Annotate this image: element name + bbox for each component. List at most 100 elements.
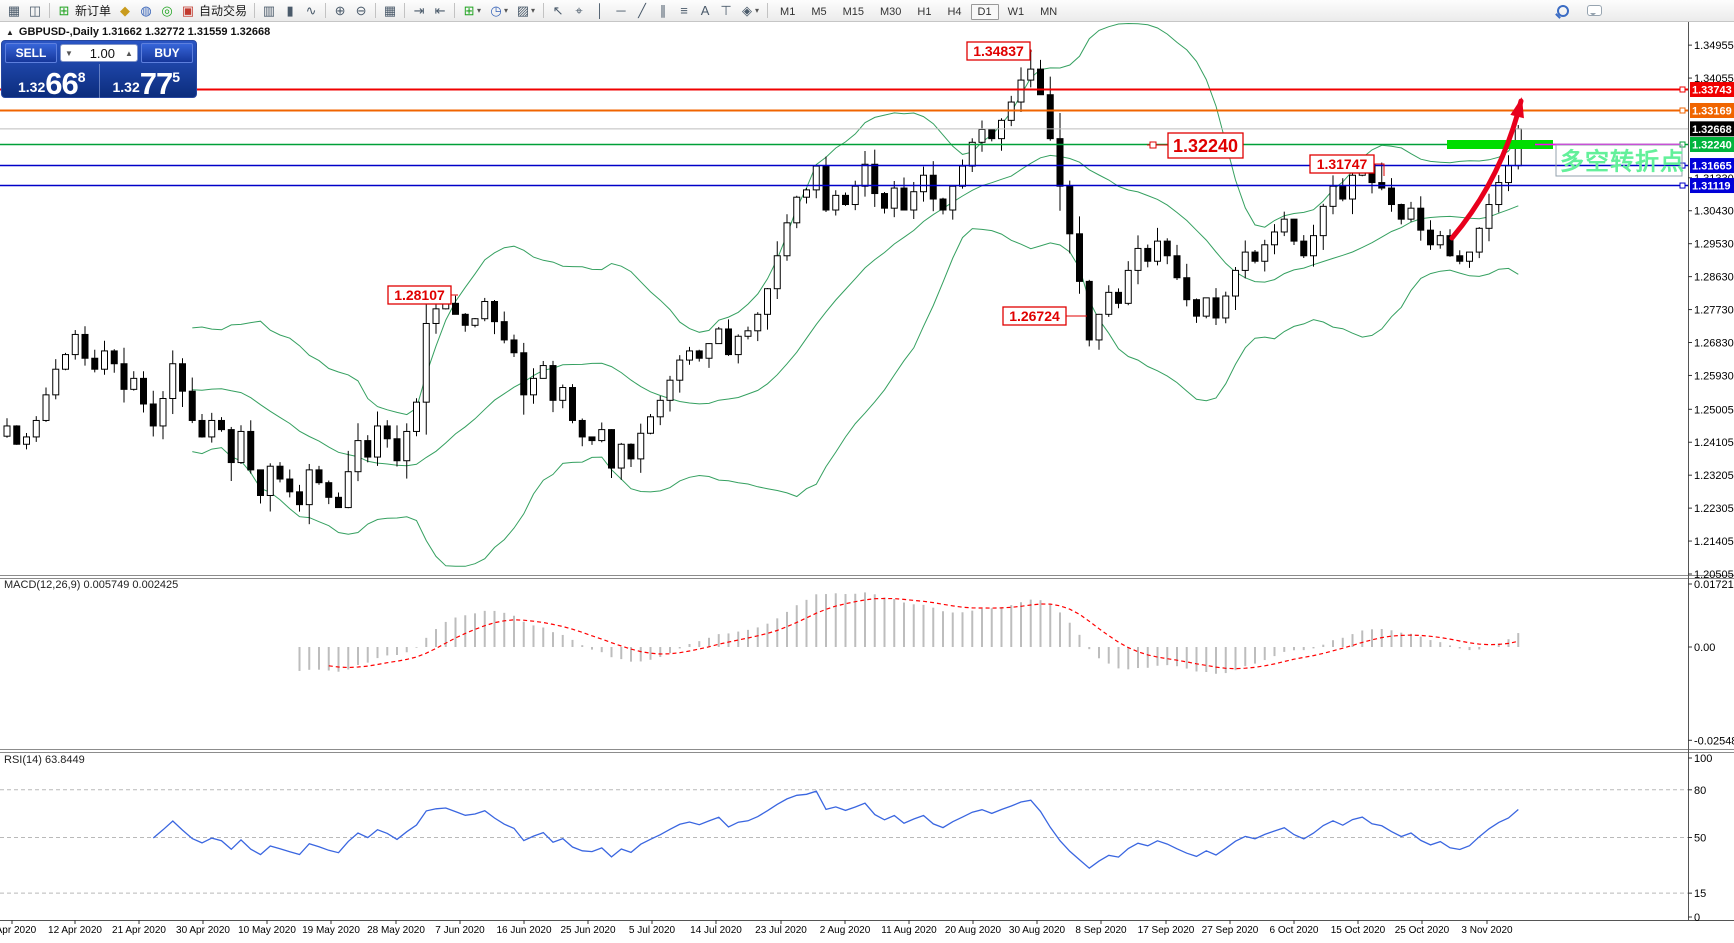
chart-shift-icon[interactable]: ⇤: [434, 3, 446, 18]
candle: [3, 425, 11, 437]
text-icon[interactable]: A: [700, 3, 710, 18]
candle: [383, 425, 391, 440]
timeframe-button-H4[interactable]: H4: [947, 5, 962, 18]
sell-button[interactable]: SELL: [5, 43, 57, 63]
price-tick-label: 1.28630: [1694, 272, 1734, 284]
candle: [159, 398, 167, 427]
toolbar-separator: [404, 3, 406, 18]
main-price-pane[interactable]: [3, 22, 1522, 567]
chat-icon[interactable]: [1587, 5, 1602, 16]
candle: [998, 119, 1005, 140]
candle: [1319, 205, 1327, 237]
candle: [959, 165, 966, 187]
vertical-line-icon[interactable]: │: [595, 3, 605, 18]
candle: [149, 403, 157, 427]
chart-window: ▲ GBPUSD-,Daily 1.31662 1.32772 1.31559 1…: [0, 22, 1734, 938]
rsi-tick-label: 50: [1694, 833, 1706, 845]
price-tag-1.26724[interactable]: 1.26724: [1002, 306, 1087, 326]
price-tag-1.32240[interactable]: 1.32240: [1147, 132, 1244, 159]
price-tag-1.31747[interactable]: 1.31747: [1309, 154, 1385, 176]
sell-price[interactable]: 1.32 66 8: [5, 64, 99, 98]
line-handle[interactable]: [1679, 86, 1686, 93]
timeframe-button-M1[interactable]: M1: [780, 5, 796, 18]
zoom-out-icon[interactable]: ⊖: [355, 3, 367, 18]
shapes-caret-icon[interactable]: ▾: [755, 6, 760, 15]
timeframe-button-D1[interactable]: D1: [970, 3, 999, 20]
volume-increase-button[interactable]: ▲: [125, 48, 133, 58]
collapse-panel-icon[interactable]: ▲: [6, 28, 14, 37]
candle: [247, 430, 255, 471]
candle: [1105, 291, 1113, 315]
profile-icon[interactable]: ◍: [140, 3, 152, 18]
line-handle[interactable]: [1679, 107, 1686, 114]
trendline-icon[interactable]: ╱: [638, 3, 646, 18]
autotrading-label[interactable]: 自动交易: [199, 4, 248, 18]
price-tag-1.34837[interactable]: 1.34837: [966, 41, 1032, 61]
macd-signal-line: [328, 597, 1519, 670]
line-handle[interactable]: [1679, 182, 1686, 189]
candlestick-chart-icon[interactable]: ▮: [286, 3, 294, 18]
auto-scroll-icon[interactable]: ⇥: [413, 3, 425, 18]
candle: [608, 429, 615, 469]
tile-windows-icon[interactable]: ▦: [383, 3, 397, 18]
autotrading-icon[interactable]: ▣: [181, 3, 195, 18]
price-tick-label: 1.22305: [1694, 503, 1734, 515]
candle: [754, 313, 762, 332]
candle: [432, 308, 440, 324]
price-tag-1.28107[interactable]: 1.28107: [387, 285, 458, 305]
periods-caret-icon[interactable]: ▾: [504, 6, 509, 15]
timeframe-button-MN[interactable]: MN: [1040, 5, 1058, 18]
shapes-icon[interactable]: ◈: [742, 3, 753, 18]
search-icon[interactable]: [1557, 4, 1569, 17]
buy-button[interactable]: BUY: [141, 43, 193, 63]
profiles-icon[interactable]: ▨: [516, 3, 530, 18]
timeframe-button-W1[interactable]: W1: [1007, 5, 1025, 18]
fibonacci-icon[interactable]: ≡: [680, 3, 688, 18]
new-order-icon[interactable]: ⊞: [58, 3, 70, 18]
note-text[interactable]: 多空转折点: [1560, 148, 1685, 176]
candle: [1310, 235, 1317, 257]
buy-price[interactable]: 1.32 77 5: [98, 64, 194, 99]
profiles-caret-icon[interactable]: ▾: [531, 6, 536, 15]
text-label-icon[interactable]: ⊤: [720, 3, 732, 18]
volume-value[interactable]: 1.00: [89, 45, 115, 61]
clock-period-icon[interactable]: ◷: [490, 3, 502, 18]
svg-text:1.26724: 1.26724: [1009, 308, 1060, 324]
volume-stepper: ▼ 1.00 ▲: [60, 44, 138, 62]
note-box[interactable]: [1555, 144, 1683, 177]
candle: [1134, 247, 1142, 271]
highlight-zone-bar[interactable]: [1447, 140, 1553, 149]
data-window-icon[interactable]: ◫: [28, 3, 42, 18]
charts-grid-icon[interactable]: ▦: [7, 3, 21, 18]
zoom-in-icon[interactable]: ⊕: [334, 3, 346, 18]
timeframe-button-M5[interactable]: M5: [811, 5, 827, 18]
new-order-label[interactable]: 新订单: [75, 4, 112, 18]
svg-text:1.32240: 1.32240: [1173, 136, 1238, 156]
candle: [344, 471, 352, 509]
horizontal-line-icon[interactable]: ─: [616, 3, 626, 18]
sell-price-pips: 66: [45, 65, 78, 101]
timeframe-button-M15[interactable]: M15: [842, 5, 864, 18]
candle: [881, 193, 888, 209]
signal-icon[interactable]: ◎: [161, 3, 173, 18]
rsi-pane[interactable]: [0, 789, 1688, 894]
bullish-arrow[interactable]: [1449, 98, 1524, 241]
price-badge: [1690, 81, 1734, 97]
candle: [198, 419, 206, 438]
styles-bucket-icon[interactable]: ◆: [120, 3, 131, 18]
indicators-add-icon[interactable]: ⊞: [463, 3, 475, 18]
candle: [939, 198, 947, 211]
timeframe-button-H1[interactable]: H1: [917, 5, 932, 18]
cursor-icon[interactable]: ↖: [552, 3, 564, 18]
indicators-caret-icon[interactable]: ▾: [477, 6, 482, 15]
crosshair-icon[interactable]: ⌖: [575, 3, 583, 18]
macd-pane[interactable]: [298, 592, 1520, 674]
volume-decrease-button[interactable]: ▼: [65, 48, 73, 58]
price-chart-canvas[interactable]: 1.349551.340551.313301.304301.295301.286…: [0, 22, 1734, 938]
line-chart-icon[interactable]: ∿: [305, 3, 317, 18]
timeframe-button-M30[interactable]: M30: [880, 5, 902, 18]
bar-chart-icon[interactable]: ▥: [262, 3, 276, 18]
sell-price-point: 8: [77, 69, 86, 85]
channel-icon[interactable]: ∥: [659, 3, 667, 18]
price-badge-label: 1.31119: [1692, 181, 1731, 193]
